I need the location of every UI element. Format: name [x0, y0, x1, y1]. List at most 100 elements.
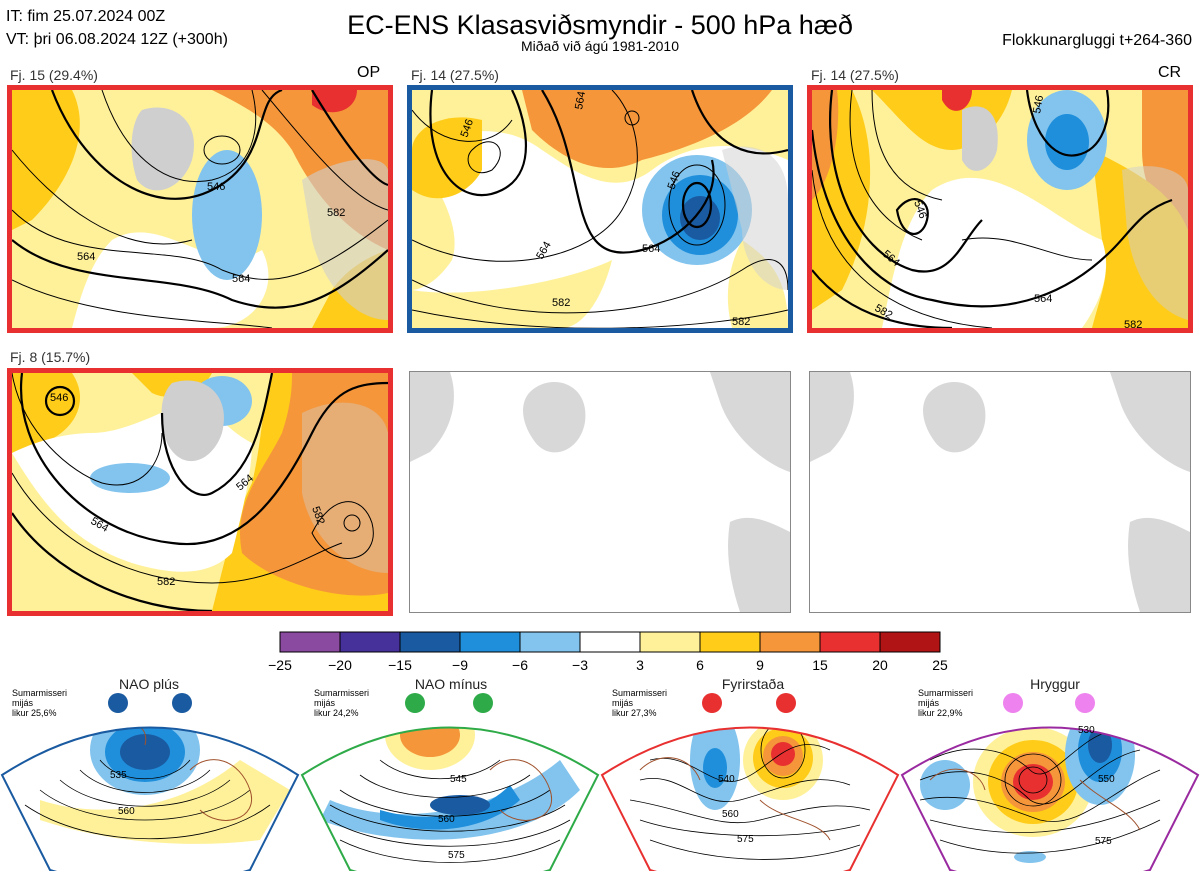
- colorbar-tick-label: 9: [756, 657, 764, 673]
- positive-anomaly: [12, 90, 80, 230]
- colorbar-segment: [519, 631, 581, 653]
- panel-4-label: Fj. 8 (15.7%): [10, 349, 91, 365]
- positive-anomaly: [522, 90, 772, 169]
- contour-label: 575: [448, 850, 465, 861]
- negative-anomaly: [192, 150, 262, 280]
- contour-label: 582: [327, 207, 345, 219]
- contour-label: 564: [1034, 293, 1052, 305]
- regime-title-ridge: Hryggur: [1030, 676, 1080, 692]
- cluster-map-3: 546 546 564 564 582 582: [807, 85, 1193, 333]
- positive-anomaly: [412, 117, 482, 199]
- contour-546: [160, 373, 274, 496]
- contour-label: 575: [1095, 836, 1112, 847]
- contour-label: 575: [737, 834, 754, 845]
- colorbar-tick-label: −6: [512, 657, 528, 673]
- contour-546: [829, 90, 983, 273]
- contour-label: 564: [232, 273, 250, 285]
- colorbar-segment: [819, 631, 881, 653]
- negative-anomaly: [1045, 114, 1089, 170]
- colorbar-segment: [879, 631, 941, 653]
- positive-anomaly: [240, 373, 388, 596]
- regime-map-blocking: [602, 727, 898, 871]
- cluster-map-2: 546 564 564 546 564 582 582: [407, 85, 793, 333]
- panel-1-label: Fj. 15 (29.4%): [10, 67, 98, 83]
- greenland-land: [923, 382, 986, 453]
- panel-3-label: Fj. 14 (27.5%): [811, 67, 899, 83]
- contour-label: 582: [732, 316, 750, 328]
- colorbar-segment: [459, 631, 521, 653]
- contour-label: 560: [118, 806, 135, 817]
- valid-time: VT: þri 06.08.2024 12Z (+300h): [6, 31, 228, 48]
- cluster-map-1: 546 564 564 582: [7, 85, 393, 333]
- colorbar-segment: [759, 631, 821, 653]
- panel-1-tag: OP: [357, 64, 381, 81]
- regime-map-nao-minus: [302, 727, 598, 871]
- contour-label: 564: [77, 251, 95, 263]
- greenland-land: [131, 107, 194, 191]
- colorbar-tick-label: −3: [572, 657, 588, 673]
- colorbar-tick-label: 15: [812, 657, 828, 673]
- regime-maps: 535 560 545 560 575: [0, 693, 1200, 871]
- europe-land: [1122, 166, 1188, 320]
- contour-564: [12, 239, 388, 309]
- empty-map-2: [809, 371, 1191, 613]
- contour-label: 560: [722, 809, 739, 820]
- clustering-window: Flokkunargluggi t+264-360: [1002, 32, 1192, 49]
- regime-note: Sumarmisseri mijás likur 24,2%: [314, 688, 370, 718]
- colorbar-tick-label: −20: [328, 657, 352, 673]
- scandinavia-land: [1110, 372, 1190, 472]
- europe-land: [302, 402, 388, 573]
- colorbar-tick-label: −9: [452, 657, 468, 673]
- europe-land: [1128, 517, 1190, 612]
- contour-564: [812, 129, 1173, 308]
- contour-label: 564: [642, 243, 660, 255]
- colorbar: −25 −20 −15 −9 −6 −3 3 6 9 15 20 25: [268, 631, 948, 673]
- colorbar-tick-label: 6: [696, 657, 704, 673]
- contour-label: 550: [1098, 774, 1115, 785]
- regime-map-ridge: [902, 727, 1198, 871]
- colorbar-tick-label: −15: [388, 657, 412, 673]
- regime-title-nao-minus: NAO mínus: [414, 676, 488, 692]
- strong-positive-anomaly: [942, 90, 972, 111]
- contour-label: 546: [911, 199, 929, 220]
- contour-label: 540: [718, 774, 735, 785]
- regime-title-nao-plus: NAO plús: [119, 676, 179, 692]
- panel-2-label: Fj. 14 (27.5%): [411, 67, 499, 83]
- regime-note: Sumarmisseri mijás likur 22,9%: [918, 688, 974, 718]
- contour-546: [429, 90, 527, 197]
- contour-label: 530: [1078, 725, 1095, 736]
- empty-map-1: [409, 371, 791, 613]
- contour-label: 546: [50, 392, 68, 404]
- contour-label: 582: [552, 297, 570, 309]
- contour-546: [50, 90, 283, 200]
- contour-label: 546: [1031, 94, 1046, 114]
- contour-label: 564: [573, 90, 588, 110]
- canada-land: [810, 372, 854, 462]
- colorbar-tick-label: 20: [872, 657, 888, 673]
- greenland-land: [962, 106, 998, 171]
- positive-anomaly: [727, 240, 788, 328]
- contour-label: 546: [459, 118, 477, 139]
- contour-label: 546: [207, 181, 225, 193]
- negative-anomaly: [90, 463, 170, 493]
- europe-land: [728, 517, 790, 612]
- init-time: IT: fim 25.07.2024 00Z: [6, 8, 166, 25]
- contour-564: [19, 373, 388, 546]
- greenland-land: [161, 380, 224, 462]
- colorbar-segment: [579, 631, 641, 653]
- europe-land: [722, 146, 788, 290]
- positive-anomaly: [412, 260, 612, 328]
- colorbar-segment: [279, 631, 341, 653]
- panel-3-tag: CR: [1158, 64, 1182, 81]
- colorbar-tick-label: 3: [636, 657, 644, 673]
- page-title: EC-ENS Klasasviðsmyndir - 500 hPa hæð: [347, 10, 853, 40]
- scandinavia-land: [710, 372, 790, 472]
- colorbar-tick-label: 25: [932, 657, 948, 673]
- page-subtitle: Miðað við ágú 1981-2010: [520, 38, 679, 54]
- contour-label: 535: [110, 770, 127, 781]
- contour-564: [541, 90, 715, 254]
- contour-label: 582: [157, 576, 175, 588]
- regime-note: Sumarmisseri mijás likur 25,6%: [12, 688, 68, 718]
- regime-note: Sumarmisseri mijás likur 27,3%: [612, 688, 668, 718]
- contour-label: 560: [438, 814, 455, 825]
